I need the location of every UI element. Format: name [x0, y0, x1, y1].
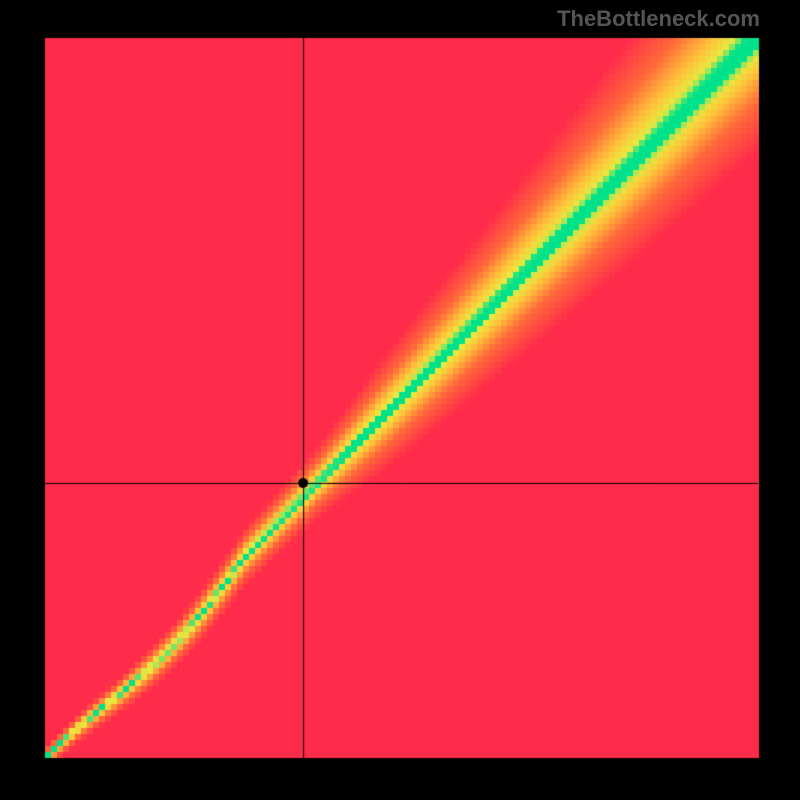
bottleneck-heatmap	[0, 0, 800, 800]
watermark-text: TheBottleneck.com	[557, 6, 760, 32]
